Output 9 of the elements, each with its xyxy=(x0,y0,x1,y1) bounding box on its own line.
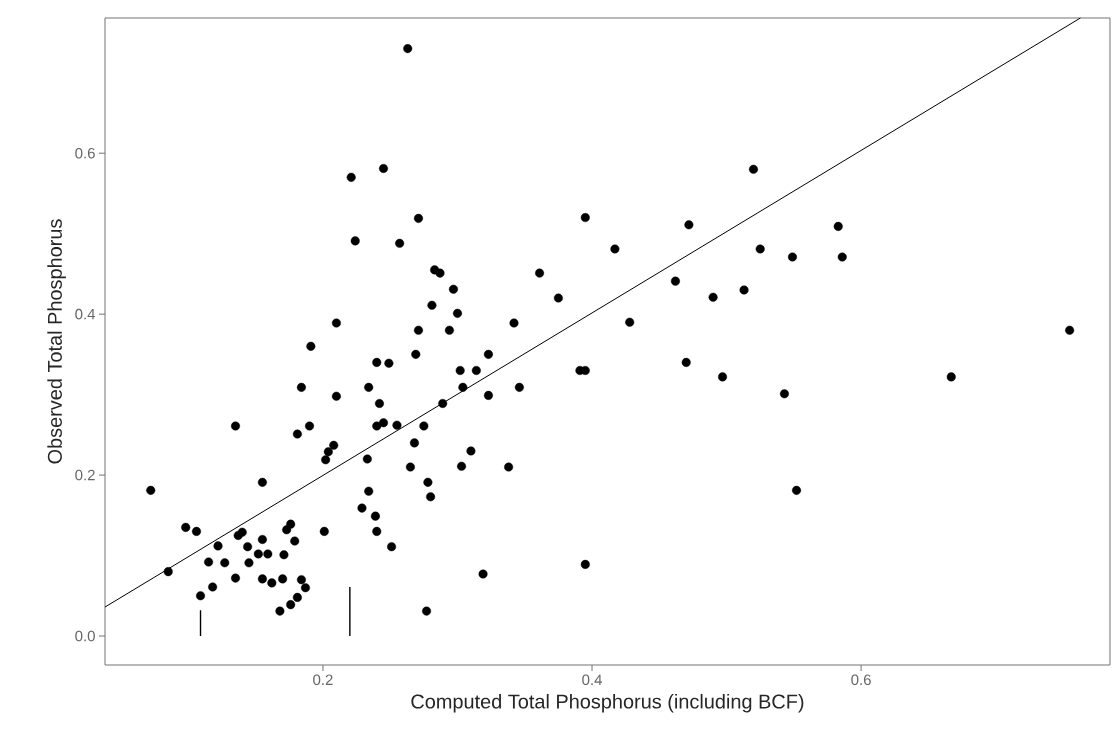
x-tick-label: 0.6 xyxy=(851,674,871,686)
y-tick-label: 0.4 xyxy=(75,308,96,320)
x-tick-label: 0.4 xyxy=(582,674,602,686)
y-tick-label: 0.0 xyxy=(75,630,95,642)
y-axis-title: Observed Total Phosphorus xyxy=(47,219,66,464)
x-axis-title: Computed Total Phosphorus (including BCF) xyxy=(411,693,804,713)
y-tick-label: 0.2 xyxy=(75,469,95,481)
x-tick-label: 0.2 xyxy=(313,674,333,686)
y-tick-label: 0.6 xyxy=(75,147,95,159)
